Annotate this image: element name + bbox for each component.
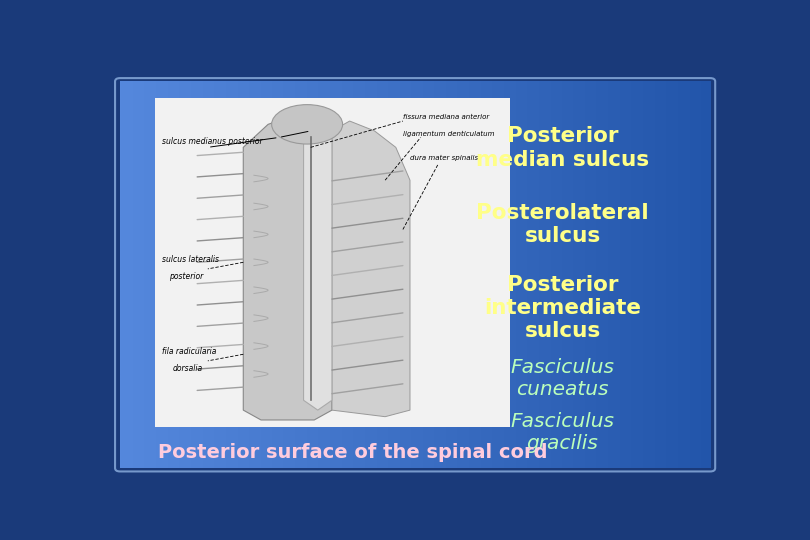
- Text: Posterior
intermediate
sulcus: Posterior intermediate sulcus: [484, 275, 642, 341]
- Bar: [155, 98, 509, 427]
- Text: Fasciculus
cuneatus: Fasciculus cuneatus: [510, 358, 615, 399]
- Text: Posterolateral
sulcus: Posterolateral sulcus: [476, 203, 649, 246]
- Text: Posterior surface of the spinal cord: Posterior surface of the spinal cord: [158, 443, 547, 462]
- Text: Fasciculus
gracilis: Fasciculus gracilis: [510, 412, 615, 453]
- Text: Posterior
median sulcus: Posterior median sulcus: [476, 126, 649, 170]
